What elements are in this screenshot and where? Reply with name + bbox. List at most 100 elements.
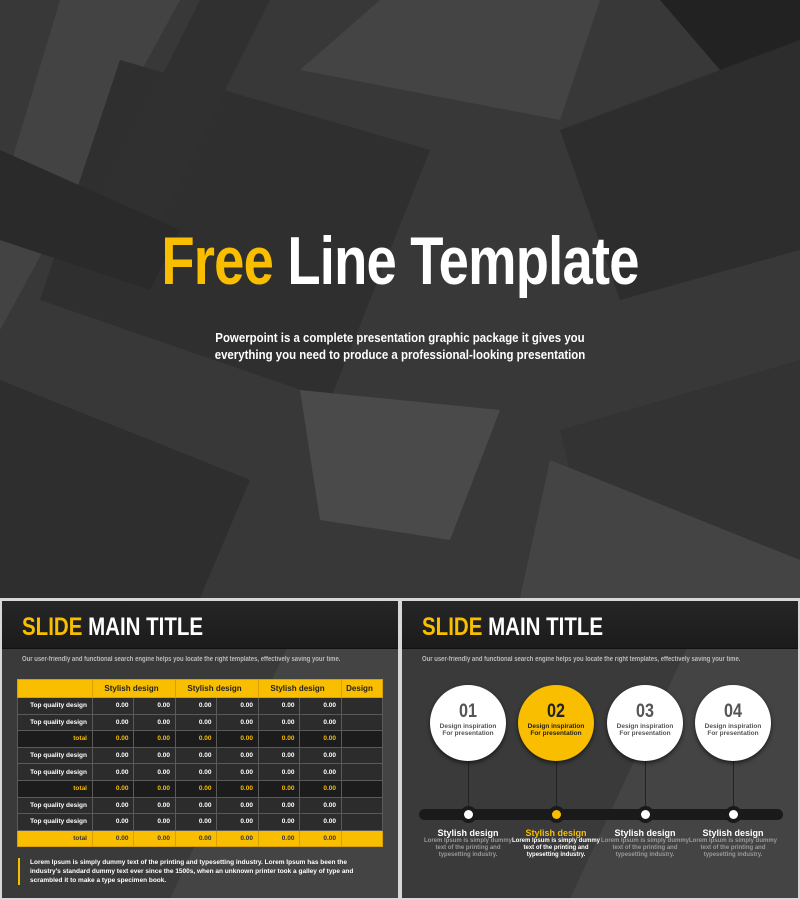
geometric-background	[0, 0, 800, 598]
table-cell: 0.00	[257, 796, 301, 815]
hero-title: Free Line Template	[80, 222, 720, 300]
table-cell	[341, 829, 383, 848]
row-label: Top quality design	[17, 763, 93, 781]
row-label: total	[17, 730, 93, 748]
table-cell: 0.00	[133, 697, 176, 715]
title-rest: MAIN TITLE	[88, 613, 204, 641]
table-cell: 0.00	[257, 697, 301, 715]
title-rest: MAIN TITLE	[488, 613, 604, 641]
table-cell: 0.00	[91, 829, 135, 848]
table-cell: 0.00	[174, 796, 218, 815]
title-slide[interactable]: Free Line Template Powerpoint is a compl…	[0, 0, 800, 598]
table-cell: 0.00	[216, 796, 259, 815]
step-label: Stylish design Lorem Ipsum is simply dum…	[511, 828, 601, 859]
step-number: 03	[636, 701, 654, 722]
table-row: Top quality design 0.00 0.00 0.00 0.00 0.00 0.…	[17, 746, 383, 765]
step-caption: Design inspiration	[704, 723, 762, 730]
table-cell: 0.00	[91, 730, 135, 748]
step-circle: 03 Design inspiration For presentation	[607, 685, 683, 761]
table-cell: 0.00	[133, 796, 176, 815]
table-cell: 0.00	[174, 829, 218, 848]
step-text: Lorem Ipsum is simply dummy text of the …	[600, 838, 690, 858]
subtitle-line: Powerpoint is a complete presentation gr…	[215, 330, 585, 345]
table-cell: 0.00	[174, 746, 218, 765]
table-row: Top quality design 0.00 0.00 0.00 0.00 0.00 0.…	[17, 713, 383, 732]
row-label: Top quality design	[17, 697, 93, 715]
table-cell: 0.00	[174, 763, 218, 781]
slide-title: SLIDE MAIN TITLE	[422, 613, 603, 642]
table-cell: 0.00	[299, 763, 342, 781]
table-cell	[341, 796, 383, 815]
table-cell: 0.00	[91, 779, 135, 798]
table-cell: 0.00	[216, 697, 259, 715]
connector-line	[556, 761, 557, 809]
step-title: Stylish design	[614, 828, 676, 838]
slide-header	[402, 601, 798, 649]
table-cell: 0.00	[91, 813, 135, 831]
table-cell: 0.00	[91, 796, 135, 815]
table-header: Stylish design	[92, 679, 176, 698]
step-circle: 02 Design inspiration For presentation	[518, 685, 594, 761]
timeline-slide[interactable]: SLIDE MAIN TITLE Our user-friendly and f…	[402, 601, 798, 898]
table-cell: 0.00	[133, 779, 176, 798]
connector-line	[733, 761, 734, 809]
row-label: Top quality design	[17, 713, 93, 732]
slide-title: SLIDE MAIN TITLE	[22, 613, 203, 642]
table-cell	[341, 730, 383, 748]
table-cell: 0.00	[299, 697, 342, 715]
table-cell: 0.00	[257, 746, 301, 765]
step-title: Stylish design	[702, 828, 764, 838]
title-accent: SLIDE	[22, 613, 83, 641]
step-number: 02	[547, 701, 565, 722]
table-cell: 0.00	[91, 697, 135, 715]
step-number: 04	[724, 701, 742, 722]
step-text: Lorem Ipsum is simply dummy text of the …	[423, 838, 513, 858]
table-cell: 0.00	[216, 813, 259, 831]
table-cell: 0.00	[299, 713, 342, 732]
table-row: total 0.00 0.00 0.00 0.00 0.00 0.00	[17, 829, 383, 848]
table-cell: 0.00	[216, 713, 259, 732]
step-caption: For presentation	[530, 730, 582, 737]
table-cell: 0.00	[257, 730, 301, 748]
table-cell: 0.00	[174, 730, 218, 748]
connector-line	[468, 761, 469, 809]
table-cell: 0.00	[299, 746, 342, 765]
table-row: total 0.00 0.00 0.00 0.00 0.00 0.00	[17, 779, 383, 798]
timeline-bar	[419, 809, 783, 820]
table-slide[interactable]: SLIDE MAIN TITLE Our user-friendly and f…	[2, 601, 398, 898]
step-caption: For presentation	[619, 730, 671, 737]
hero-subtitle: Powerpoint is a complete presentation gr…	[48, 329, 752, 363]
table-cell: 0.00	[133, 746, 176, 765]
step-caption: For presentation	[707, 730, 759, 737]
table-header	[17, 679, 93, 698]
title-accent: Free	[161, 223, 274, 299]
table-cell	[341, 813, 383, 831]
table-cell: 0.00	[216, 746, 259, 765]
table-cell: 0.00	[257, 763, 301, 781]
table-cell: 0.00	[133, 829, 176, 848]
table-cell: 0.00	[174, 697, 218, 715]
table-header: Design	[341, 679, 383, 698]
table-cell: 0.00	[257, 779, 301, 798]
table-cell	[341, 746, 383, 765]
step-text: Lorem Ipsum is simply dummy text of the …	[688, 838, 778, 858]
title-rest: Line Template	[287, 223, 639, 299]
step-caption: Design inspiration	[439, 723, 497, 730]
table-cell: 0.00	[257, 713, 301, 732]
table-row: Top quality design 0.00 0.00 0.00 0.00 0.00 0.…	[17, 813, 383, 831]
table-cell: 0.00	[91, 763, 135, 781]
table-cell: 0.00	[216, 829, 259, 848]
step-title: Stylish design	[525, 828, 587, 838]
table-cell: 0.00	[216, 779, 259, 798]
table-cell: 0.00	[91, 713, 135, 732]
table-cell: 0.00	[299, 779, 342, 798]
table-cell: 0.00	[216, 763, 259, 781]
table-cell: 0.00	[299, 730, 342, 748]
step-title: Stylish design	[437, 828, 499, 838]
title-accent: SLIDE	[422, 613, 483, 641]
table-cell: 0.00	[216, 730, 259, 748]
step-label: Stylish design Lorem Ipsum is simply dum…	[600, 828, 690, 859]
timeline-dot	[725, 806, 742, 823]
step-circle: 04 Design inspiration For presentation	[695, 685, 771, 761]
table-cell: 0.00	[174, 813, 218, 831]
